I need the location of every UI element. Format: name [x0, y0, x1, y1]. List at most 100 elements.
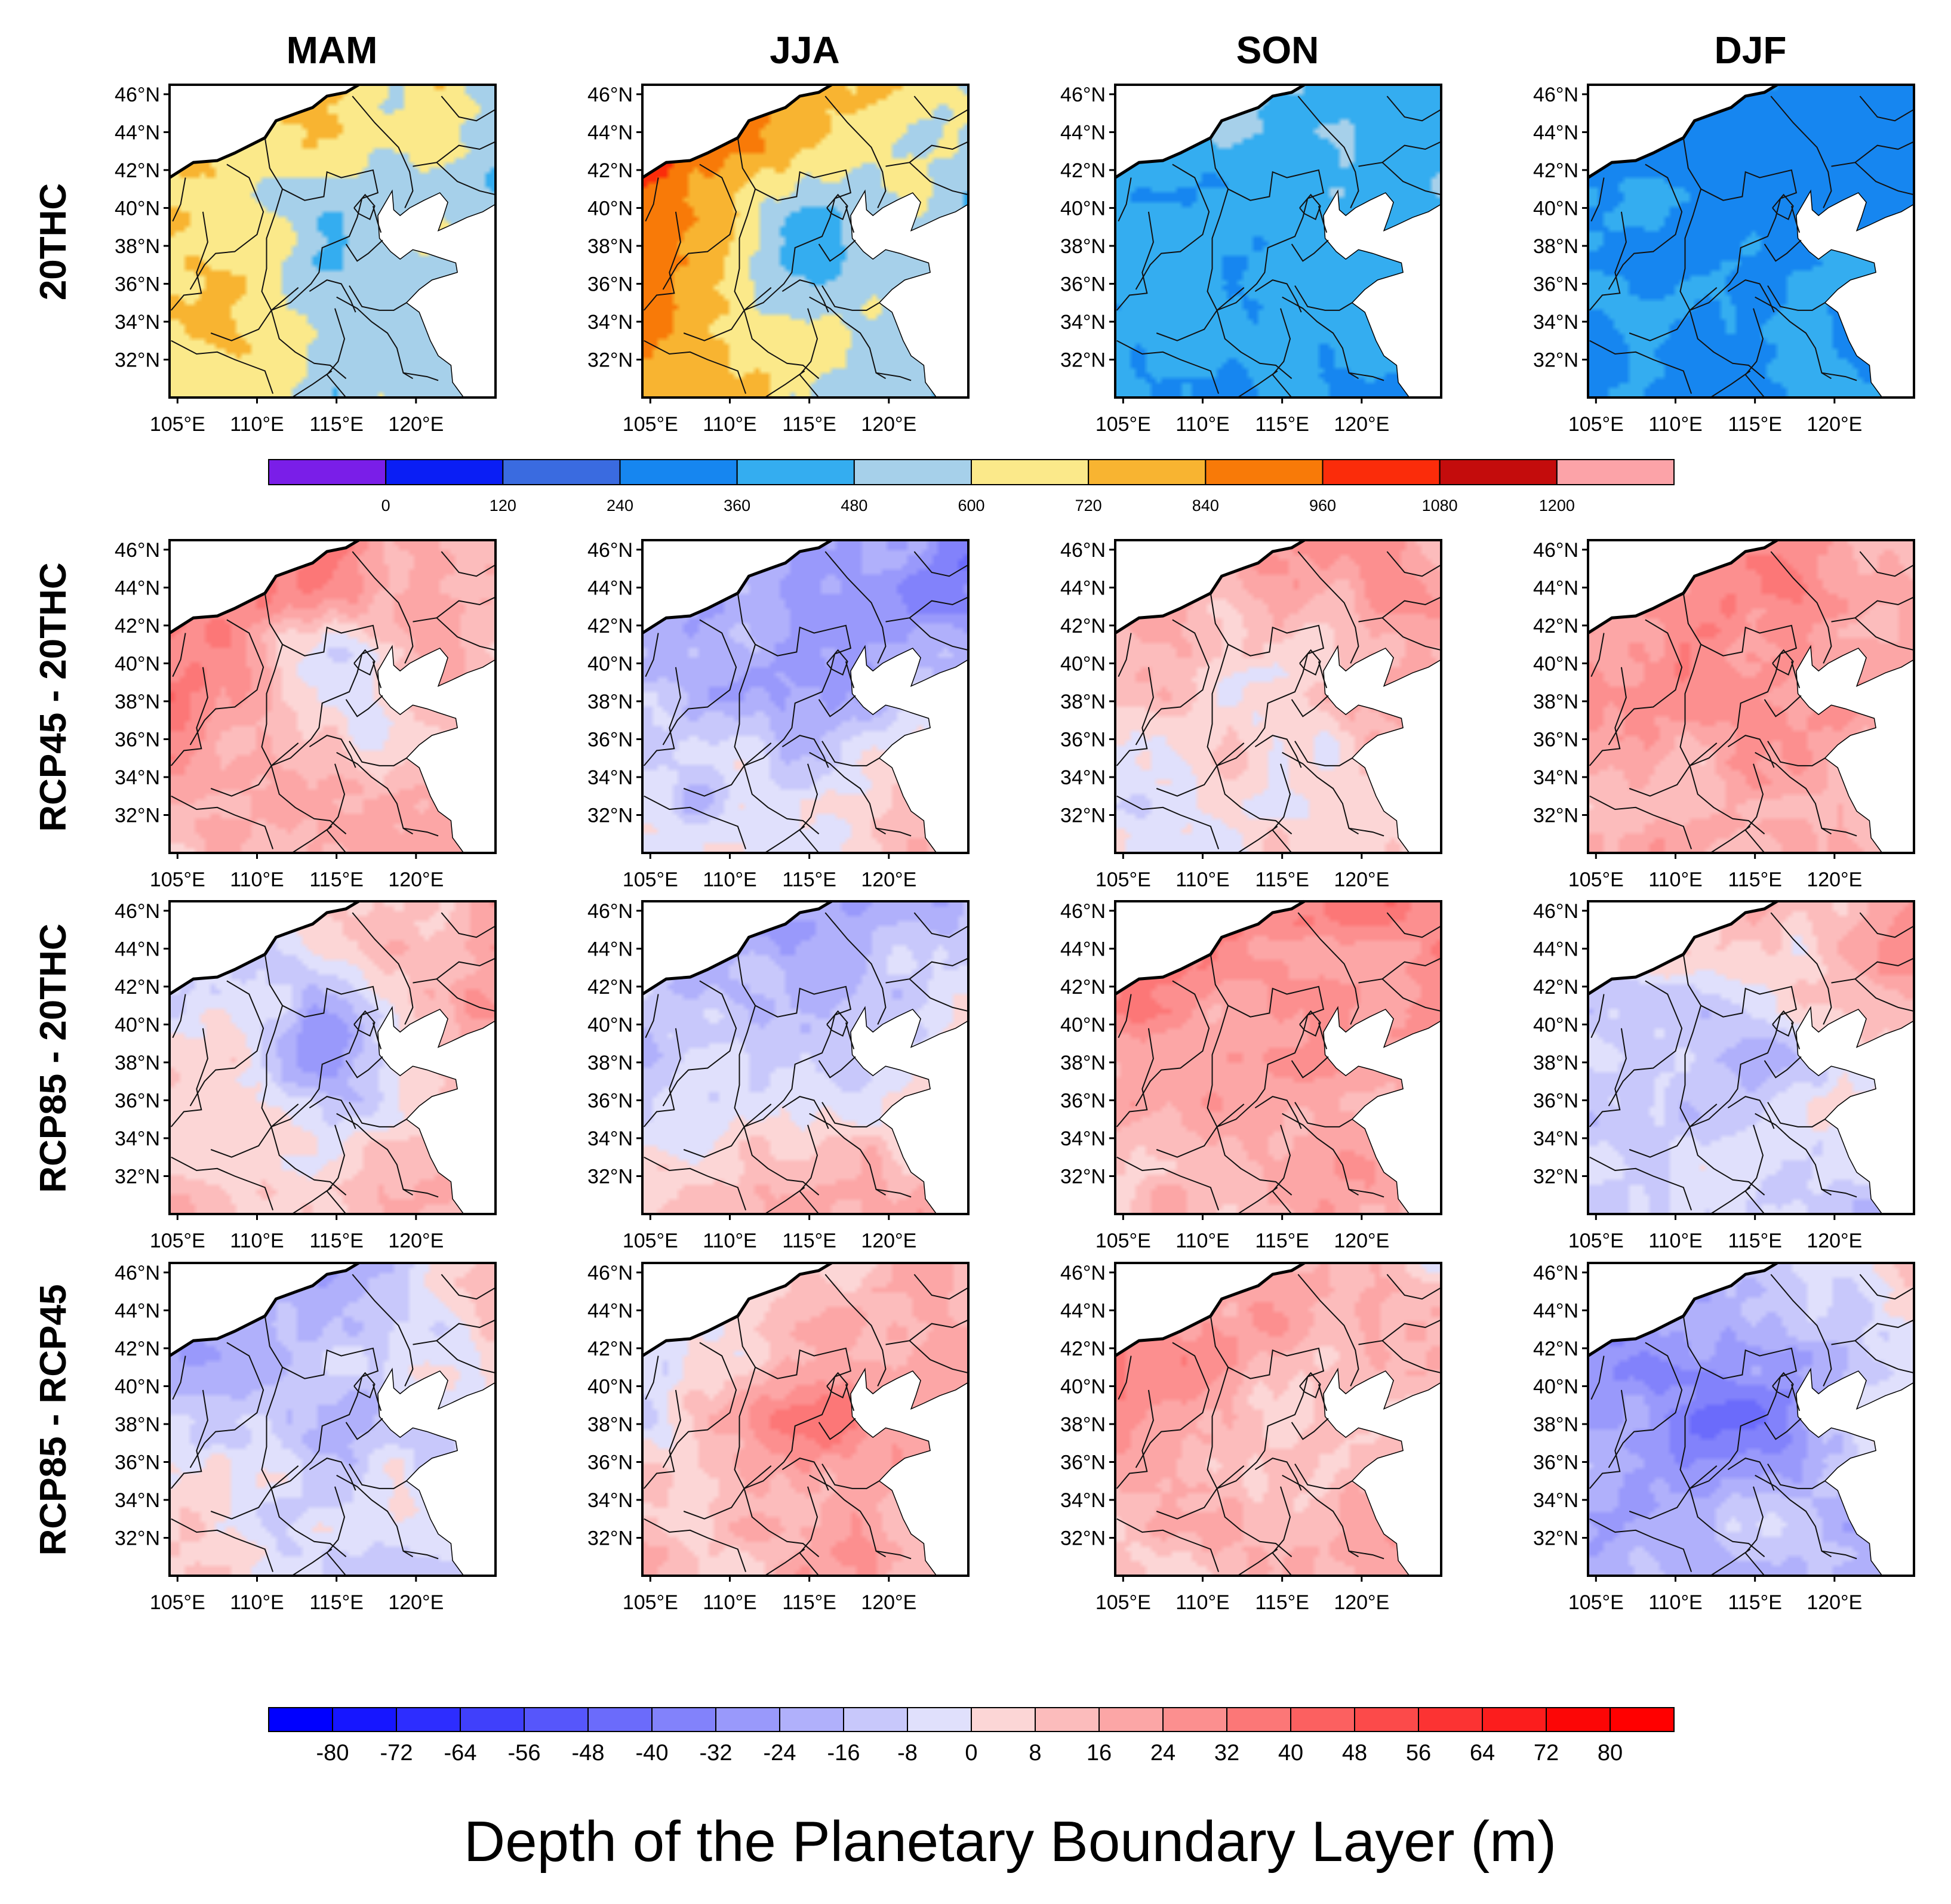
lon-tick-label: 120°E — [388, 1230, 444, 1252]
lat-tick-label: 40°N — [1060, 1013, 1106, 1036]
province-boundary — [818, 695, 856, 717]
lat-tick-label: 42°N — [115, 615, 160, 637]
province-boundary — [309, 735, 356, 768]
province-boundary — [1767, 1102, 1826, 1127]
province-boundary — [845, 1384, 855, 1412]
province-boundary — [291, 825, 333, 854]
province-boundary — [403, 1188, 439, 1198]
province-boundary — [403, 827, 439, 837]
panel-frame — [168, 1262, 497, 1577]
panel-20thc-son: 46°N 44°N 42°N 40°N 38°N 36°N 34°N 32°N 105°E 110… — [1060, 83, 1442, 436]
province-boundary — [170, 667, 208, 766]
colorbar-diff-bin — [715, 1707, 780, 1732]
lon-tick-label: 120°E — [1334, 868, 1389, 891]
map-panels: 46°N 44°N 42°N 40°N 38°N 36°N 34°N 32°N 105°E 110… — [115, 83, 1915, 1614]
bohai-sea-mask — [377, 1367, 496, 1576]
province-boundary — [1744, 308, 1765, 398]
lat-tick-label: 42°N — [587, 976, 633, 999]
province-boundary — [799, 308, 820, 398]
colorbar-abs-bin — [736, 459, 855, 485]
province-boundary — [1116, 340, 1220, 394]
province-boundary — [1237, 1187, 1278, 1215]
province-boundary — [171, 795, 274, 849]
colorbar-abs-bin — [1439, 459, 1558, 485]
lon-tick-label: 120°E — [1807, 1230, 1862, 1252]
province-boundary — [824, 912, 887, 1025]
province-boundary — [345, 1056, 383, 1079]
province-boundary — [1629, 1104, 1718, 1158]
colorbar-diff-bin — [1035, 1707, 1100, 1732]
panel-frame — [1114, 539, 1442, 854]
lon-tick-label: 110°E — [230, 868, 284, 891]
lon-tick-label: 115°E — [782, 868, 836, 891]
province-boundary — [913, 912, 969, 938]
province-boundary — [372, 1384, 382, 1412]
province-boundary — [824, 551, 887, 664]
lat-tick-label: 38°N — [115, 691, 160, 713]
colorbar-diff-label: 8 — [1029, 1740, 1041, 1766]
lon-tick-label: 120°E — [1334, 413, 1389, 436]
province-boundary — [309, 1458, 356, 1491]
province-boundary — [403, 372, 439, 381]
lon-tick-label: 110°E — [703, 868, 756, 891]
lat-tick-label: 36°N — [1533, 1451, 1578, 1474]
colorbar-diff-label: 72 — [1534, 1740, 1559, 1766]
lat-tick-label: 46°N — [1533, 84, 1578, 106]
lat-tick-label: 36°N — [1060, 1089, 1106, 1112]
province-boundary — [1767, 285, 1826, 311]
province-boundary — [1318, 205, 1328, 233]
province-boundary — [1744, 1486, 1765, 1576]
lat-tick-label: 46°N — [587, 1262, 633, 1284]
province-boundary — [1679, 1315, 1798, 1490]
lon-tick-label: 105°E — [1095, 1230, 1151, 1252]
province-boundary — [309, 279, 356, 313]
lon-tick-label: 110°E — [230, 1591, 284, 1614]
lat-tick-label: 42°N — [115, 159, 160, 182]
row-header-20thc: 20THC — [33, 183, 74, 300]
colorbar-abs-bin — [971, 459, 1090, 485]
province-boundary — [1297, 912, 1359, 1025]
lat-tick-label: 46°N — [1533, 1262, 1578, 1284]
province-boundary — [1381, 617, 1442, 651]
northern-boundary — [168, 899, 360, 996]
lon-tick-label: 105°E — [623, 868, 678, 891]
lon-tick-label: 105°E — [1568, 1591, 1624, 1614]
province-boundary — [1156, 743, 1245, 797]
province-boundary — [210, 1465, 299, 1520]
panel-rcp85-20thc-son: 46°N 44°N 42°N 40°N 38°N 36°N 34°N 32°N 105°E 110… — [1060, 899, 1442, 1252]
row-header-rcp85-rcp45: RCP85 - RCP45 — [33, 1284, 74, 1556]
province-boundary — [170, 1390, 208, 1489]
province-boundary — [1589, 211, 1627, 311]
lat-tick-label: 44°N — [1533, 577, 1578, 599]
lat-tick-label: 44°N — [115, 938, 160, 960]
province-boundary — [1254, 1096, 1302, 1129]
province-boundary — [336, 1113, 414, 1196]
bohai-sea-mask — [1323, 645, 1442, 854]
province-boundary — [1118, 1355, 1132, 1400]
province-boundary — [345, 1418, 383, 1440]
colorbar-diff-bin — [587, 1707, 653, 1732]
colorbar-diff-bin — [332, 1707, 397, 1732]
province-boundary — [1386, 551, 1442, 577]
province-boundary — [1710, 1548, 1751, 1576]
lat-tick-label: 38°N — [587, 691, 633, 713]
province-boundary — [764, 1187, 805, 1215]
lon-tick-label: 110°E — [703, 413, 756, 436]
lat-tick-label: 32°N — [587, 1527, 633, 1549]
colorbar-diff-label: -40 — [636, 1740, 669, 1766]
panel-frame — [1587, 1262, 1915, 1577]
province-boundary — [683, 287, 772, 341]
province-boundary — [909, 162, 969, 196]
bohai-sea-mask — [1796, 1367, 1915, 1576]
lat-tick-label: 46°N — [115, 84, 160, 106]
province-boundary — [1831, 1319, 1915, 1345]
lat-tick-label: 36°N — [1533, 1089, 1578, 1112]
province-boundary — [764, 825, 805, 854]
province-boundary — [1299, 649, 1321, 676]
row-header-rcp85-20thc: RCP85 - 20THC — [33, 923, 74, 1193]
province-boundary — [352, 912, 414, 1025]
province-boundary — [210, 1104, 299, 1158]
province-boundary — [1116, 1518, 1220, 1572]
colorbar-abs-bin — [619, 459, 738, 485]
colorbar-diff-bin — [268, 1707, 333, 1732]
